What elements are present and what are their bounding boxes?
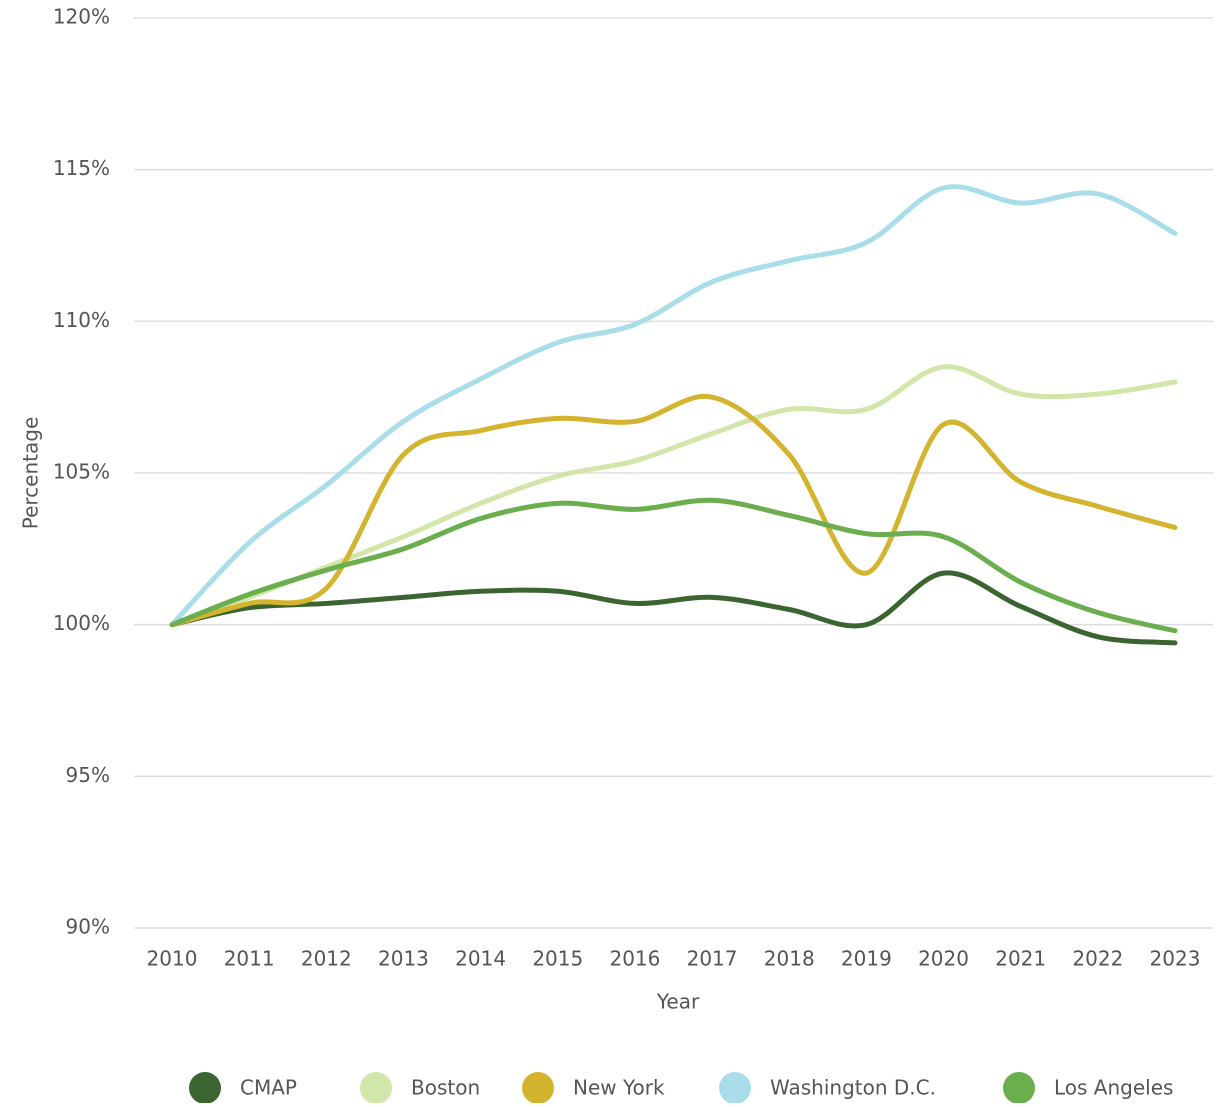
y-tick-label: 100% (53, 611, 110, 635)
x-tick-label: 2016 (609, 947, 660, 971)
series-line (169, 364, 1178, 628)
x-axis-label: Year (656, 990, 700, 1014)
x-tick-label: 2013 (378, 947, 429, 971)
x-tick-label: 2017 (687, 947, 738, 971)
legend-label: Los Angeles (1054, 1076, 1173, 1100)
x-tick-label: 2014 (455, 947, 506, 971)
x-tick-label: 2022 (1072, 947, 1123, 971)
x-tick-label: 2015 (532, 947, 583, 971)
legend-label: New York (573, 1076, 665, 1100)
legend-swatch (1003, 1072, 1035, 1104)
x-tick-label: 2011 (224, 947, 275, 971)
legend-swatch (360, 1072, 392, 1104)
legend-label: Washington D.C. (770, 1076, 936, 1100)
x-tick-label: 2023 (1150, 947, 1201, 971)
series-line (169, 184, 1178, 628)
y-tick-label: 120% (53, 5, 110, 29)
y-tick-label: 90% (66, 915, 110, 939)
series-line (169, 497, 1178, 634)
y-tick-label: 115% (53, 156, 110, 180)
x-tick-label: 2018 (764, 947, 815, 971)
legend-label: Boston (411, 1076, 480, 1100)
y-tick-label: 95% (66, 763, 110, 787)
legend-swatch (189, 1072, 221, 1104)
x-tick-label: 2012 (301, 947, 352, 971)
y-tick-label: 105% (53, 460, 110, 484)
y-axis-label: Percentage (19, 417, 43, 530)
series-line (169, 393, 1178, 628)
legend-swatch (719, 1072, 751, 1104)
x-tick-label: 2020 (918, 947, 969, 971)
series-line (169, 570, 1178, 646)
x-tick-label: 2021 (995, 947, 1046, 971)
x-tick-label: 2010 (147, 947, 198, 971)
x-tick-label: 2019 (841, 947, 892, 971)
legend-label: CMAP (240, 1076, 297, 1100)
legend-swatch (522, 1072, 554, 1104)
y-tick-label: 110% (53, 308, 110, 332)
